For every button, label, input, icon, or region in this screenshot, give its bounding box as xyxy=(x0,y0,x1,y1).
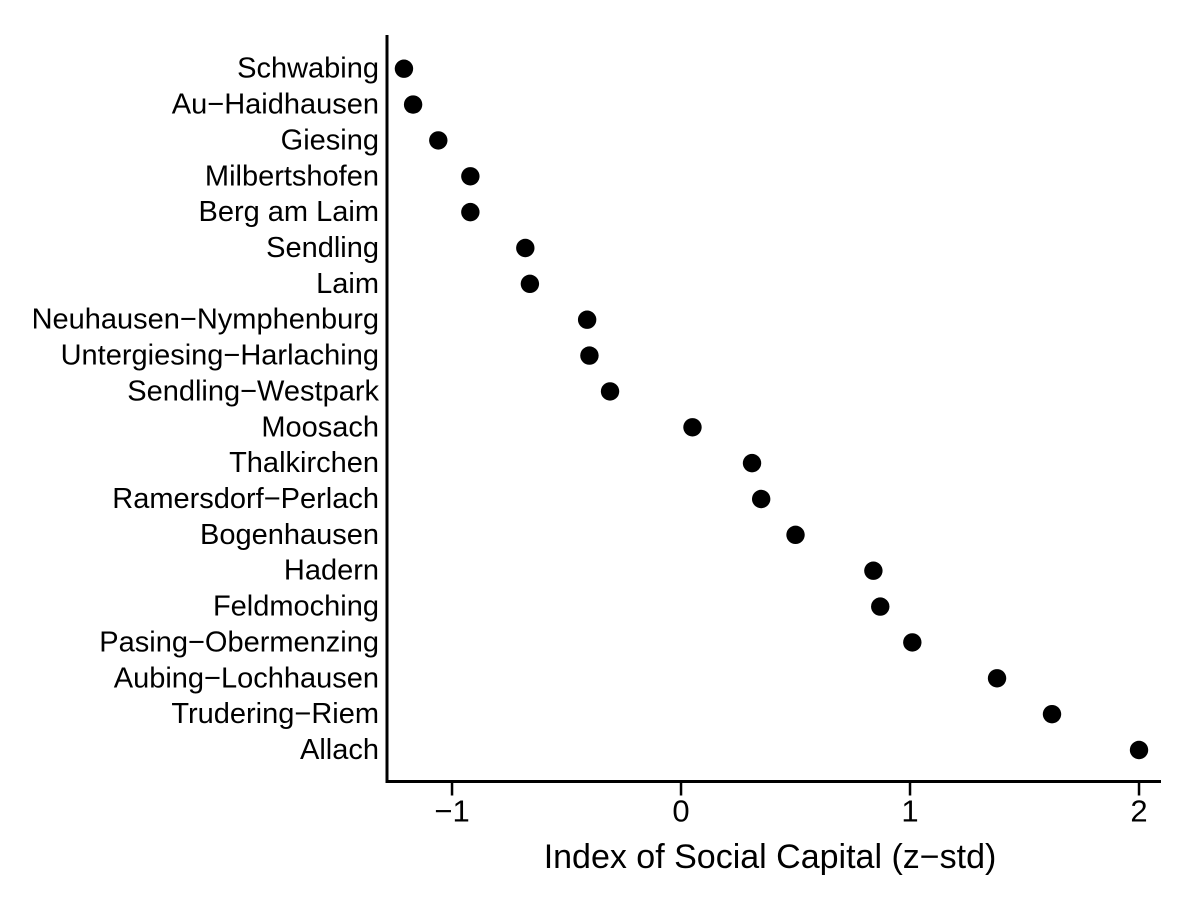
category-label-thalkirchen: Thalkirchen xyxy=(229,447,379,479)
data-point-schwabing xyxy=(394,59,414,78)
category-label-laim: Laim xyxy=(316,268,379,300)
data-point-hadern xyxy=(864,561,883,580)
data-point-untergiesing-harlaching xyxy=(580,346,599,365)
data-point-berg-am-laim xyxy=(461,202,480,222)
x-tick-label-1: −1 xyxy=(434,794,469,829)
category-label-sendling: Sendling xyxy=(266,232,379,264)
data-point-trudering-riem xyxy=(1042,704,1062,724)
data-point-bogenhausen xyxy=(786,525,805,545)
category-label-schwabing: Schwabing xyxy=(237,53,379,85)
data-point-sendling xyxy=(516,238,535,258)
category-label-pasing-obermenzing: Pasing−Obermenzing xyxy=(99,626,379,658)
data-point-moosach xyxy=(683,418,702,437)
category-label-untergiesing-harlaching: Untergiesing−Harlaching xyxy=(61,340,379,372)
category-label-milbertshofen: Milbertshofen xyxy=(205,160,379,192)
data-point-au-haidhausen xyxy=(403,95,423,114)
category-label-moosach: Moosach xyxy=(261,411,379,443)
category-label-feldmoching: Feldmoching xyxy=(213,591,379,623)
x-tick-label-0: 0 xyxy=(672,794,689,829)
x-tick-label-2: 2 xyxy=(1130,794,1147,829)
data-point-neuhausen-nymphenburg xyxy=(577,310,597,329)
data-point-giesing xyxy=(429,131,448,150)
category-label-berg-am-laim: Berg am Laim xyxy=(198,196,379,228)
category-label-trudering-riem: Trudering−Riem xyxy=(171,698,379,730)
category-label-allach: Allach xyxy=(300,734,379,766)
category-label-hadern: Hadern xyxy=(284,555,379,587)
data-point-aubing-lochhausen xyxy=(987,669,1007,688)
data-point-milbertshofen xyxy=(461,167,480,186)
category-label-au-haidhausen: Au−Haidhausen xyxy=(172,89,379,121)
data-point-laim xyxy=(520,274,540,294)
data-point-feldmoching xyxy=(871,597,890,616)
data-point-thalkirchen xyxy=(742,453,762,473)
data-point-sendling-westpark xyxy=(600,382,620,401)
data-point-pasing-obermenzing xyxy=(903,633,922,652)
data-point-ramersdorf-perlach xyxy=(751,489,771,509)
x-axis-title: Index of Social Capital (z−std) xyxy=(544,838,997,876)
category-label-ramersdorf-perlach: Ramersdorf−Perlach xyxy=(112,483,379,515)
category-label-aubing-lochhausen: Aubing−Lochhausen xyxy=(114,662,379,694)
category-label-neuhausen-nymphenburg: Neuhausen−Nymphenburg xyxy=(32,304,379,336)
category-label-sendling-westpark: Sendling−Westpark xyxy=(127,375,379,407)
category-label-giesing: Giesing xyxy=(281,124,379,156)
x-tick-label-1: 1 xyxy=(901,794,918,829)
data-point-allach xyxy=(1129,740,1149,760)
category-label-bogenhausen: Bogenhausen xyxy=(200,519,379,551)
